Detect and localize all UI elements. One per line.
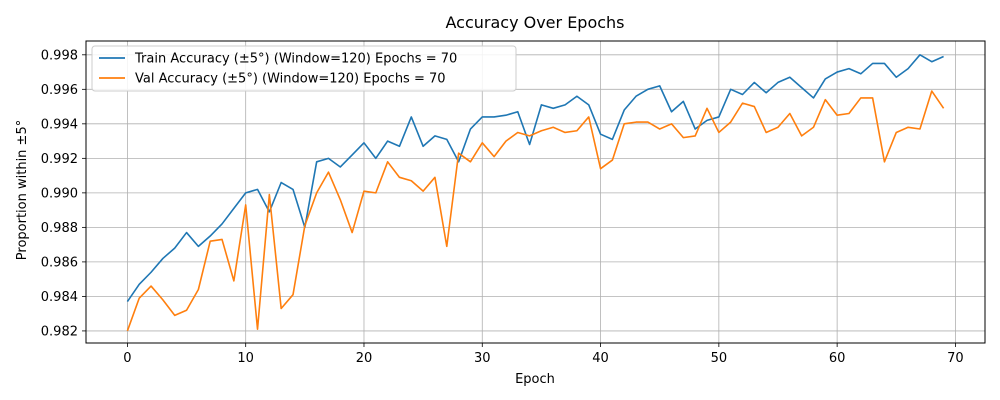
y-tick-label: 0.990	[41, 186, 78, 201]
x-tick-label: 40	[592, 351, 609, 366]
series-lines	[126, 54, 945, 332]
y-tick-label: 0.992	[41, 152, 78, 167]
y-tick-label: 0.994	[41, 117, 78, 132]
y-axis-title: Proportion within ±5°	[15, 120, 30, 260]
legend-box	[91, 45, 517, 92]
plot-area-frame	[85, 40, 986, 344]
y-tick-label: 0.984	[41, 290, 78, 305]
chart-title: Accuracy Over Epochs	[445, 13, 624, 32]
x-tick-label: 30	[474, 351, 491, 366]
x-tick-label: 50	[711, 351, 728, 366]
legend-label: Val Accuracy (±5°) (Window=120) Epochs =…	[135, 72, 446, 87]
x-tick-label: 60	[829, 351, 846, 366]
y-tick-label: 0.988	[41, 221, 78, 236]
x-tick-label: 0	[123, 351, 131, 366]
legend-label: Train Accuracy (±5°) (Window=120) Epochs…	[134, 52, 457, 67]
y-tick-label: 0.998	[41, 48, 78, 63]
y-tick-label: 0.986	[41, 255, 78, 270]
y-tick-label: 0.982	[41, 324, 78, 339]
x-tick-label: 20	[356, 351, 373, 366]
legend: Train Accuracy (±5°) (Window=120) Epochs…	[91, 45, 517, 92]
x-tick-label: 70	[947, 351, 964, 366]
y-tick-label: 0.996	[41, 83, 78, 98]
x-tick-label: 10	[237, 351, 254, 366]
axis-ticks: 0 10 20 30 40 50 60 70 0.982 0.984 0.986 0.988 0.990…	[41, 48, 964, 366]
grid	[86, 41, 985, 343]
series-line-val-accuracy	[126, 90, 945, 332]
series-line-train-accuracy	[126, 54, 944, 303]
x-axis-title: Epoch	[515, 372, 555, 387]
